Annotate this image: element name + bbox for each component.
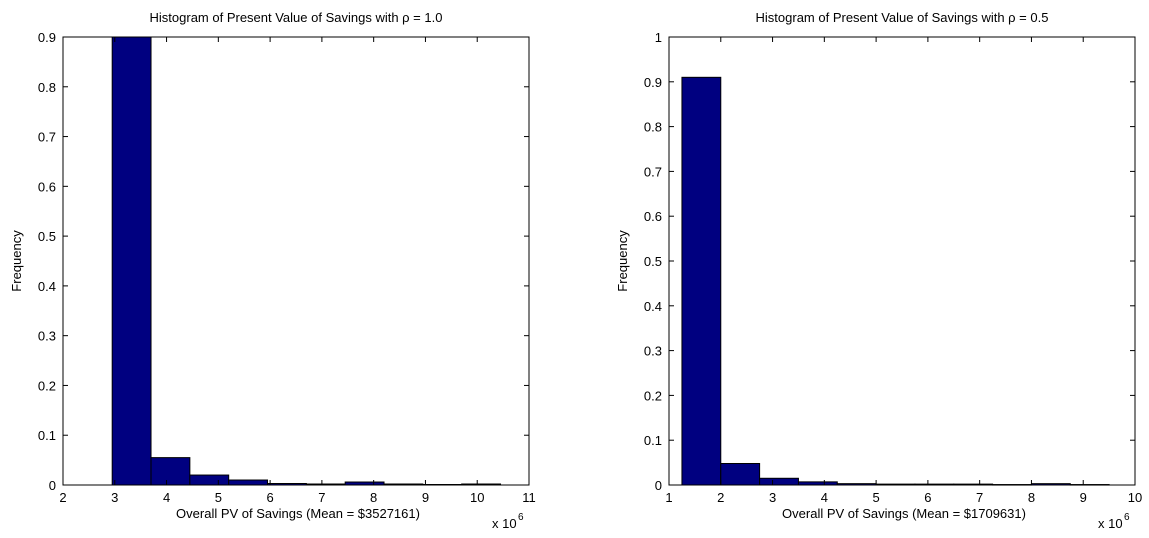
histogram-bar (189, 474, 230, 486)
x-tick-label: 9 (1080, 490, 1087, 505)
histogram-bar (992, 484, 1032, 486)
x-axis-label: Overall PV of Savings (Mean = $1709631) (782, 506, 1026, 521)
chart-1: 2 3 4 5 6 7 8 9 10 11 0 0.1 0.2 0.3 0.4 0.5 0.6 0.7 0.8 0.9… (9, 10, 536, 531)
y-tick-label: 0.6 (38, 179, 56, 194)
y-tick-label: 0.9 (38, 30, 56, 45)
x-tick-label: 9 (422, 490, 429, 505)
histogram-bar (914, 483, 955, 486)
x-multiplier-label: x 10 (1098, 516, 1123, 531)
x-tick-label: 5 (872, 490, 879, 505)
y-tick-label: 0.3 (644, 344, 662, 359)
histogram-bar (150, 457, 191, 486)
y-tick-label: 0 (49, 478, 56, 493)
x-multiplier-exponent: 6 (518, 512, 524, 523)
histogram-bar (759, 477, 799, 486)
histogram-bar (267, 483, 307, 486)
histogram-bar (344, 481, 385, 486)
x-tick-label: 6 (924, 490, 931, 505)
y-tick-label: 0.7 (644, 164, 662, 179)
histogram-bar (1030, 483, 1071, 486)
histogram-bar (953, 483, 994, 486)
y-tick-label: 0.4 (38, 279, 56, 294)
y-tick-label: 0.6 (644, 209, 662, 224)
histogram-bar (383, 483, 424, 486)
y-tick-label: 0.5 (38, 229, 56, 244)
y-tick-label: 0.9 (644, 75, 662, 90)
y-axis-label: Frequency (9, 230, 24, 292)
histogram-bar (797, 481, 838, 486)
x-tick-label: 3 (111, 490, 118, 505)
histogram-bar (720, 462, 761, 486)
x-tick-label: 1 (665, 490, 672, 505)
x-multiplier-label: x 10 (492, 516, 517, 531)
x-tick-label: 3 (769, 490, 776, 505)
y-axis-label: Frequency (615, 230, 630, 292)
y-tick-label: 0.3 (38, 329, 56, 344)
histogram-bar (681, 76, 722, 486)
histogram-bar (228, 479, 269, 486)
x-tick-label: 8 (1028, 490, 1035, 505)
histogram-bar (422, 484, 463, 486)
x-tick-label: 7 (976, 490, 983, 505)
chart-title: Histogram of Present Value of Savings wi… (150, 10, 443, 25)
chart-2: 1 2 3 4 5 6 7 8 9 10 0 0.1 0.2 0.3 0.4 0.5 0.6 0.7 0.8 0.9 1… (615, 10, 1142, 531)
x-tick-label: 10 (1128, 490, 1142, 505)
histogram-bar (305, 483, 346, 486)
y-tick-label: 0.5 (644, 254, 662, 269)
y-tick-label: 1 (655, 30, 662, 45)
y-tick-label: 0.2 (644, 388, 662, 403)
chart-title: Histogram of Present Value of Savings wi… (756, 10, 1049, 25)
x-tick-label: 7 (318, 490, 325, 505)
histogram-bar (461, 483, 502, 486)
x-tick-label: 2 (59, 490, 66, 505)
histogram-bar (875, 483, 916, 486)
x-tick-label: 4 (163, 490, 170, 505)
y-tick-label: 0 (655, 478, 662, 493)
y-tick-label: 0.7 (38, 130, 56, 145)
x-tick-label: 8 (370, 490, 377, 505)
x-tick-label: 6 (266, 490, 273, 505)
histogram-bar (1069, 484, 1110, 486)
y-tick-label: 0.2 (38, 378, 56, 393)
x-tick-label: 2 (717, 490, 724, 505)
y-tick-label: 0.1 (38, 428, 56, 443)
y-tick-label: 0.8 (644, 120, 662, 135)
x-axis-label: Overall PV of Savings (Mean = $3527161) (176, 506, 420, 521)
histogram-bar (836, 483, 877, 486)
x-tick-label: 4 (821, 490, 828, 505)
x-tick-label: 11 (522, 490, 536, 505)
plot-area (668, 36, 1136, 486)
x-tick-label: 5 (215, 490, 222, 505)
x-multiplier-exponent: 6 (1124, 512, 1130, 523)
x-tick-label: 10 (470, 490, 484, 505)
y-tick-label: 0.8 (38, 80, 56, 95)
histogram-bar (111, 36, 152, 486)
y-tick-label: 0.4 (644, 299, 662, 314)
y-tick-label: 0.1 (644, 433, 662, 448)
